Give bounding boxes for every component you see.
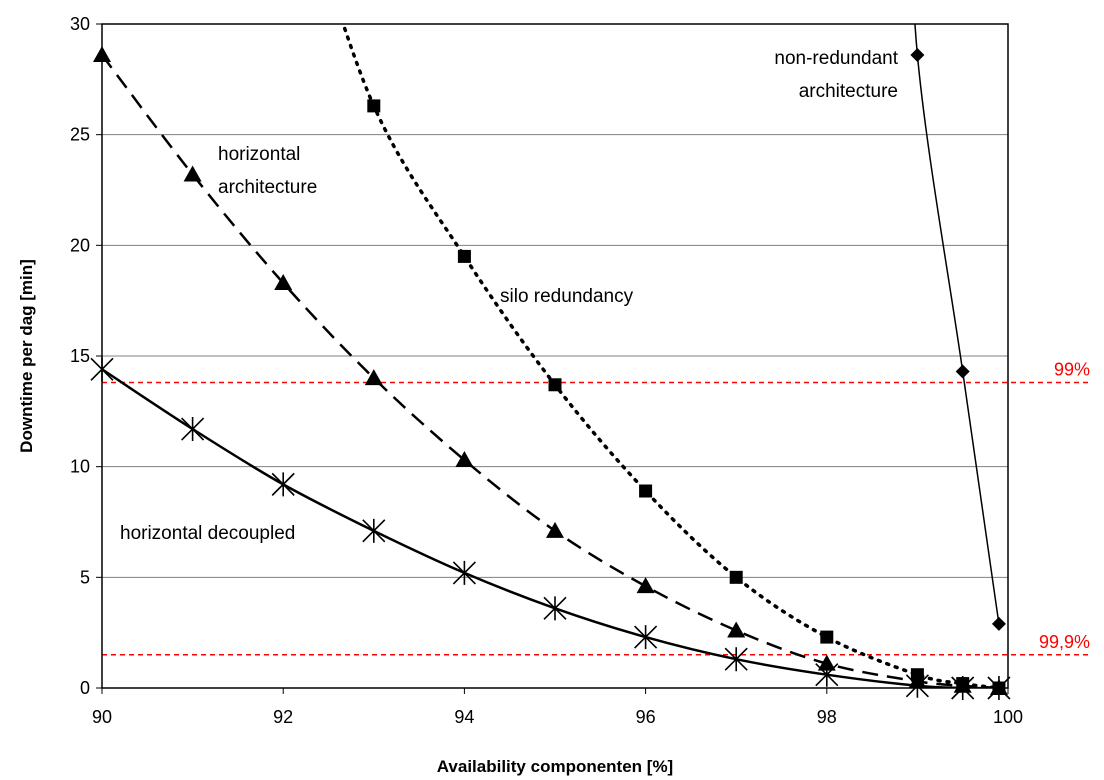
reference-label: 99,9% xyxy=(1039,632,1090,652)
data-point-triangle xyxy=(817,654,836,671)
data-point-square xyxy=(457,249,471,263)
data-point-triangle xyxy=(636,577,655,594)
data-point-star xyxy=(634,625,658,650)
data-point-triangle xyxy=(364,369,383,386)
data-point-star xyxy=(362,518,386,543)
data-point-star xyxy=(271,472,295,497)
annotations: non-redundant architecture horizontal archi… xyxy=(120,48,899,544)
series-silo xyxy=(341,24,1006,695)
data-point-star xyxy=(815,662,839,687)
data-point-star xyxy=(181,417,205,442)
data-point-star xyxy=(724,647,748,672)
data-point-triangle xyxy=(727,621,746,638)
axis-ticks: 0 5 10 15 20 25 30 90 92 94 96 98 100 xyxy=(70,14,1023,727)
x-tick-label: 96 xyxy=(636,707,656,727)
series-line-silo xyxy=(341,24,1001,688)
x-tick-label: 98 xyxy=(817,707,837,727)
x-tick-label: 94 xyxy=(454,707,474,727)
annotation-non_redundant: non-redundant xyxy=(774,48,898,69)
data-point-diamond xyxy=(955,364,970,379)
y-axis-title: Downtime per dag [min] xyxy=(17,259,36,453)
data-point-diamond xyxy=(991,616,1006,631)
data-point-star xyxy=(905,673,929,698)
y-tick-label: 0 xyxy=(80,678,90,698)
y-tick-label: 25 xyxy=(70,125,90,145)
annotation-decoupled: horizontal decoupled xyxy=(120,523,295,544)
annotation-non_redundant: architecture xyxy=(799,81,898,102)
annotation-horizontal: horizontal xyxy=(218,144,300,165)
data-point-star xyxy=(452,560,476,585)
data-point-square xyxy=(639,484,653,498)
series-line-decoupled xyxy=(102,368,999,688)
data-point-triangle xyxy=(274,273,293,290)
y-tick-label: 20 xyxy=(70,235,90,255)
y-tick-label: 5 xyxy=(80,567,90,587)
series-group xyxy=(90,24,1011,700)
reference-label: 99% xyxy=(1054,360,1090,380)
data-point-square xyxy=(820,630,834,644)
gridlines xyxy=(102,134,1008,578)
series-decoupled xyxy=(90,357,1011,700)
x-tick-label: 92 xyxy=(273,707,293,727)
reference-lines: 99% 99,9% xyxy=(102,360,1090,656)
data-point-triangle xyxy=(455,451,474,468)
y-tick-label: 15 xyxy=(70,346,90,366)
data-point-square xyxy=(729,570,743,584)
x-axis-title: Availability componenten [%] xyxy=(437,757,673,776)
series-non_redundant xyxy=(910,24,1006,631)
y-tick-label: 30 xyxy=(70,14,90,34)
data-point-square xyxy=(367,99,381,113)
annotation-horizontal: architecture xyxy=(218,177,317,198)
y-tick-label: 10 xyxy=(70,457,90,477)
annotation-silo: silo redundancy xyxy=(500,286,634,307)
series-line-non_redundant xyxy=(914,24,1000,624)
data-point-star xyxy=(543,596,567,621)
data-point-diamond xyxy=(910,47,925,62)
data-point-triangle xyxy=(183,165,202,182)
data-point-triangle xyxy=(546,521,564,538)
x-tick-label: 90 xyxy=(92,707,112,727)
data-point-square xyxy=(548,378,562,392)
x-tick-label: 100 xyxy=(993,707,1023,727)
